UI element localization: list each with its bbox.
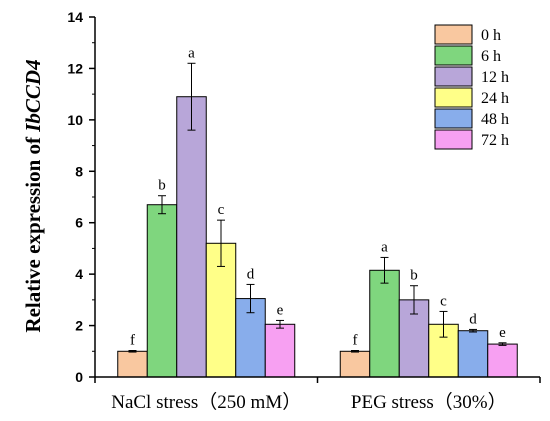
y-tick-label: 0 xyxy=(75,369,83,385)
legend: 0 h 6 h 12 h 24 h 48 h 72 h xyxy=(434,24,509,150)
legend-swatch xyxy=(434,66,473,87)
bar xyxy=(457,330,489,378)
significance-label: e xyxy=(499,325,506,341)
legend-label: 6 h xyxy=(481,48,501,65)
significance-label: d xyxy=(469,311,477,327)
bar xyxy=(369,269,400,378)
x-category-label: NaCl stress（250 mM） xyxy=(111,391,301,413)
bars-layer: f b a c d e f a b c d e xyxy=(117,45,518,378)
y-tick-label: 12 xyxy=(67,60,83,76)
legend-label: 12 h xyxy=(481,69,509,86)
y-tick-label: 6 xyxy=(75,215,83,231)
bar xyxy=(264,323,296,378)
bar xyxy=(339,350,371,378)
y-tick-label: 2 xyxy=(75,318,83,334)
bar xyxy=(176,96,207,378)
legend-label: 72 h xyxy=(481,132,509,149)
legend-swatch xyxy=(434,108,473,129)
bar xyxy=(117,350,148,378)
y-tick-label: 10 xyxy=(67,112,83,128)
y-axis-label-gene: IbCCD4 xyxy=(21,59,45,132)
legend-label: 24 h xyxy=(481,90,509,107)
y-tick-label: 4 xyxy=(75,266,83,282)
legend-label: 48 h xyxy=(481,111,509,128)
significance-label: a xyxy=(188,45,195,61)
significance-label: a xyxy=(381,239,388,255)
legend-label: 0 h xyxy=(481,27,501,44)
significance-label: c xyxy=(218,202,225,218)
significance-label: e xyxy=(277,302,284,318)
significance-label: b xyxy=(410,268,418,284)
legend-swatch xyxy=(434,24,473,45)
significance-label: f xyxy=(353,333,358,349)
legend-swatch xyxy=(434,87,473,108)
y-tick-label: 8 xyxy=(75,163,83,179)
significance-label: f xyxy=(130,333,135,349)
significance-label: b xyxy=(158,178,166,194)
legend-swatch xyxy=(434,45,473,66)
x-categories: NaCl stress（250 mM） PEG stress（30%） xyxy=(111,391,506,413)
x-category-label: PEG stress（30%） xyxy=(351,391,507,413)
significance-label: c xyxy=(440,293,447,309)
y-ticks: 0 2 4 6 8 10 12 14 xyxy=(67,9,541,385)
significance-label: d xyxy=(247,266,255,282)
bar xyxy=(487,343,518,378)
legend-swatch xyxy=(434,129,473,150)
bar xyxy=(146,204,178,378)
y-tick-label: 14 xyxy=(67,9,83,25)
y-axis-label: Relative expression of IbCCD4 xyxy=(21,59,45,332)
y-axis-label-prefix: Relative expression of xyxy=(21,132,45,333)
